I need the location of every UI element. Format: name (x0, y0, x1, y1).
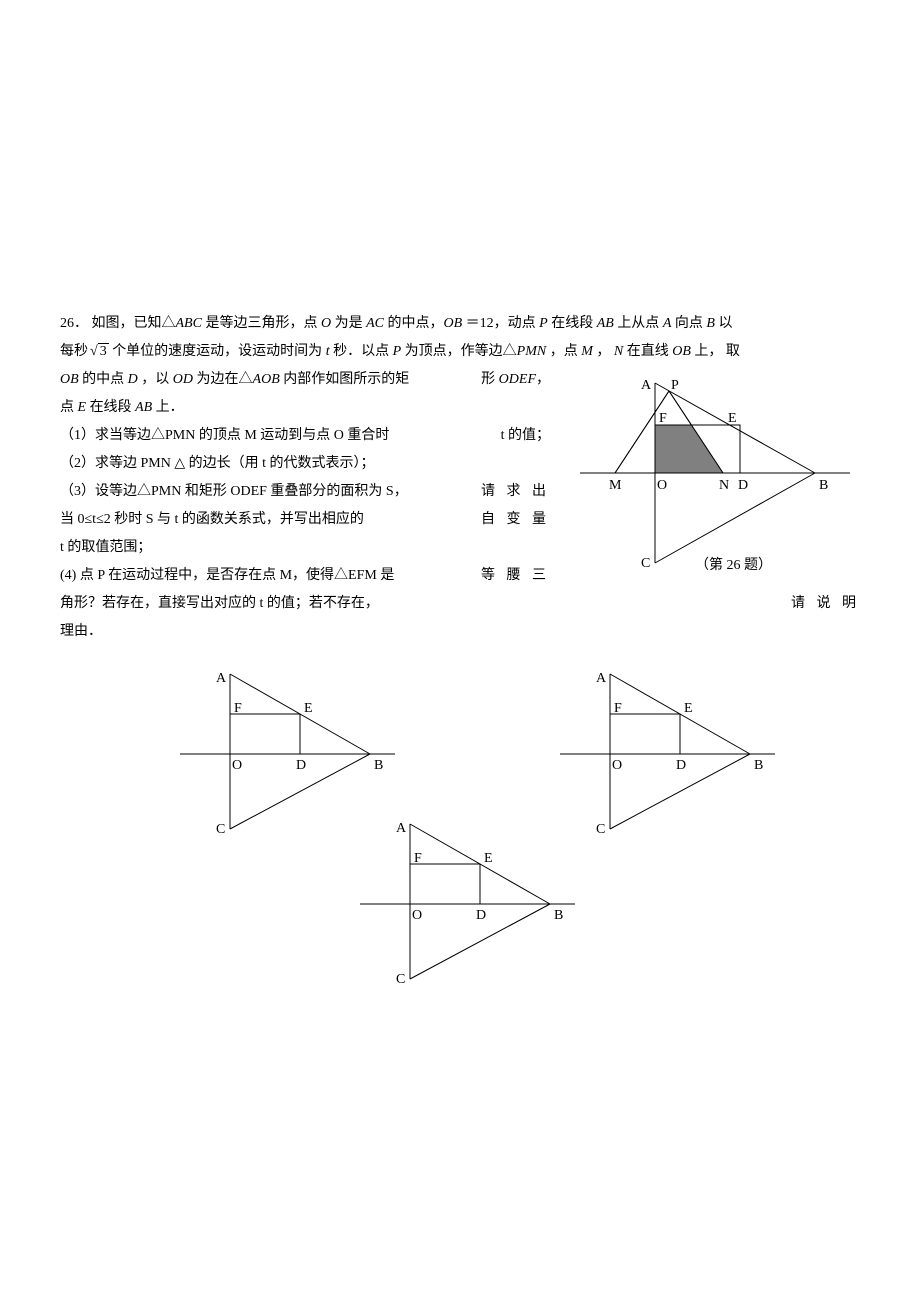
lbl-M: M (581, 344, 593, 359)
q4e: 理由． (60, 618, 860, 646)
t15: ， (596, 344, 614, 359)
svg-text:M: M (609, 478, 622, 493)
svg-text:O: O (232, 758, 242, 773)
lbl-t: t (326, 344, 330, 359)
q3c: 当 0≤t≤2 秒时 S 与 t 的函数关系式，并写出相应的 (60, 512, 364, 527)
svg-text:E: E (728, 411, 737, 426)
svg-text:C: C (396, 972, 405, 984)
lbl-ABC: ABC (176, 316, 202, 331)
q1b: t 的值； (501, 422, 550, 450)
t14: ，点 (550, 344, 582, 359)
lbl-AB2: AB (135, 400, 152, 415)
lbl-D: D (128, 372, 138, 387)
lbl-A: A (663, 316, 672, 331)
svg-text:B: B (819, 478, 828, 493)
t24: 在线段 (90, 400, 136, 415)
t23: 点 (60, 400, 78, 415)
svg-text:N: N (719, 478, 729, 493)
q1a: （1）求当等边△PMN 的顶点 M 运动到与点 O 重合时 (60, 428, 389, 443)
q3d: 自 变 量 (481, 506, 550, 534)
svg-text:A: A (396, 821, 407, 836)
t2: 是等边三角形，点 (205, 316, 321, 331)
svg-text:E: E (684, 701, 693, 716)
t22a: 形 ODEF， (481, 366, 550, 394)
svg-text:E: E (304, 701, 313, 716)
sub-figure-3: AF E O D B C (350, 814, 580, 989)
svg-text:B: B (374, 758, 383, 773)
t8: 向点 (675, 316, 707, 331)
svg-text:P: P (671, 378, 679, 393)
lbl-OB: OB (443, 316, 462, 331)
t1: 如图，已知△ (92, 316, 176, 331)
svg-text:（第 26 题）: （第 26 题） (695, 556, 772, 573)
t9: 以 (718, 316, 732, 331)
svg-text:O: O (612, 758, 622, 773)
sub-figure-2: AF E O D B C (550, 664, 780, 839)
q4d: 请 说 明 (791, 590, 860, 618)
lbl-B: B (706, 316, 715, 331)
q4c: 角形？若存在，直接写出对应的 t 的值；若不存在， (60, 596, 379, 611)
svg-text:E: E (484, 851, 493, 866)
svg-text:D: D (476, 908, 486, 923)
lbl-AC: AC (366, 316, 384, 331)
svg-text:O: O (657, 478, 667, 493)
t4: 的中点， (387, 316, 443, 331)
t18: 的中点 (82, 372, 128, 387)
t17: 上， 取 (694, 344, 740, 359)
svg-text:O: O (412, 908, 422, 923)
lbl-PMN: PMN (517, 344, 547, 359)
lbl-P: P (539, 316, 548, 331)
lbl-N: N (614, 344, 623, 359)
sub-figure-1: AF E O D B C (170, 664, 400, 839)
svg-text:C: C (216, 822, 225, 834)
svg-text:A: A (596, 671, 607, 686)
svg-text:F: F (614, 701, 622, 716)
svg-text:B: B (554, 908, 563, 923)
svg-text:B: B (754, 758, 763, 773)
q3a: （3）设等边△PMN 和矩形 ODEF 重叠部分的面积为 S， (60, 484, 408, 499)
svg-text:F: F (659, 411, 667, 426)
svg-text:D: D (676, 758, 686, 773)
t11: 个单位的速度运动，设运动时间为 (112, 344, 326, 359)
q3b: 请 求 出 (481, 478, 550, 506)
lbl-AB: AB (597, 316, 614, 331)
svg-text:F: F (234, 701, 242, 716)
q4b: 等 腰 三 (481, 562, 550, 590)
t5: ＝12，动点 (466, 316, 540, 331)
t20: 为边在△ (197, 372, 253, 387)
svg-text:A: A (216, 671, 227, 686)
lbl-P2: P (393, 344, 402, 359)
lbl-OB2: OB (672, 344, 691, 359)
t13: 为顶点，作等边△ (405, 344, 517, 359)
t3: 为是 (335, 316, 367, 331)
main-figure: A P F E M O ND B C （第 26 题） (560, 368, 860, 588)
svg-text:D: D (738, 478, 748, 493)
t21: 内部作如图所示的矩 (283, 372, 409, 387)
t25: 上． (156, 400, 184, 415)
svg-text:C: C (596, 822, 605, 834)
lbl-E: E (78, 400, 87, 415)
t19: ，以 (141, 372, 173, 387)
svg-text:A: A (641, 378, 652, 393)
problem-number: 26． (60, 316, 88, 331)
lbl-OD: OD (173, 372, 193, 387)
q4a: (4) 点 P 在运动过程中，是否存在点 M，使得△EFM 是 (60, 568, 394, 583)
t6: 在线段 (551, 316, 597, 331)
lbl-O: O (321, 316, 331, 331)
svg-text:F: F (414, 851, 422, 866)
t7: 上从点 (617, 316, 663, 331)
lbl-AOB: AOB (253, 372, 280, 387)
sqrt3: 3 (88, 338, 109, 366)
t12: 秒．以点 (333, 344, 393, 359)
svg-text:D: D (296, 758, 306, 773)
lbl-OB3: OB (60, 372, 79, 387)
t16: 在直线 (627, 344, 673, 359)
svg-text:C: C (641, 556, 650, 571)
t10: 每秒 (60, 344, 88, 359)
